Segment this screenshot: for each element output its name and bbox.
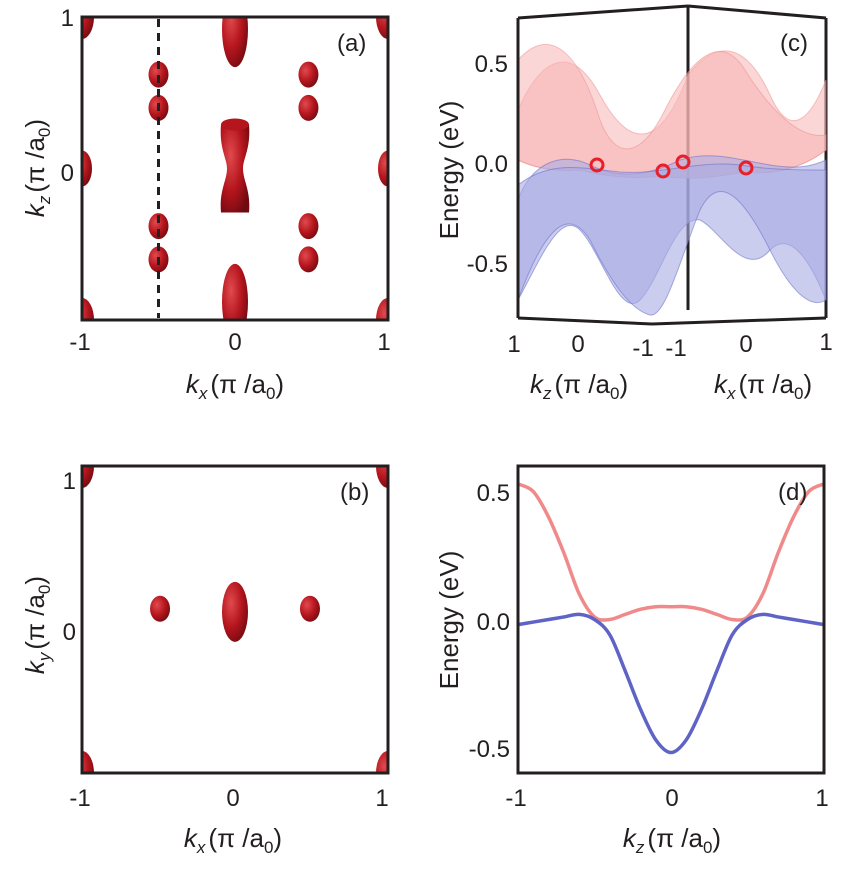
box-edge [517,316,653,326]
fermi-pocket [298,246,319,273]
panel-label: (b) [340,479,369,506]
kz-axis-label: kz (π /a0) [530,369,628,403]
y-tick-label: 1 [63,468,76,495]
fermi-pocket [220,124,250,213]
x-axis-label: kz (π /a0) [623,823,721,857]
kx-axis-label: kx (π /a0) [714,369,812,403]
fermi-pocket [222,263,248,320]
fermi-pocket [82,751,94,773]
y-axis-label: Energy (eV) [434,101,464,240]
fermi-pocket [376,17,388,39]
panel-c-plot: (c) 0.5 0.0 -0.5 1 0 -1 -1 0 1 Energy (e… [434,4,833,403]
fermi-pocket [299,595,320,622]
panel-a-plot: (a) -1 0 1 1 0 kx (π /a0) kz(π /a0) [20,5,391,403]
panel-label: (c) [780,30,808,57]
kz-tick-label: 1 [507,331,520,358]
valence-band-line [517,612,825,755]
valence-surface [517,163,827,316]
fermi-pocket [376,751,388,773]
weyl-point-marker [655,163,671,179]
kx-tick-label: 1 [819,329,832,356]
fermi-pocket [298,94,319,121]
x-tick-label: 1 [815,785,828,812]
y-tick-label: 1 [61,5,74,32]
x-tick-label: 0 [226,785,239,812]
x-tick-label: 0 [665,785,678,812]
x-tick-label: -1 [69,329,90,356]
fermi-pocket [148,61,169,88]
weyl-point-marker [589,157,605,173]
panel-label: (d) [778,479,807,506]
x-axis-label: kx (π /a0) [186,369,284,403]
panel-c: (c) 0.5 0.0 -0.5 1 0 -1 -1 0 1 Energy (e… [425,0,850,430]
y-tick-label: 0.0 [475,151,508,178]
box-edge [651,316,827,326]
y-axis-label: kz(π /a0) [20,119,54,217]
kz-tick-label: 0 [571,331,584,358]
y-axis-label: ky(π /a0) [20,576,54,674]
x-tick-label: -1 [505,785,526,812]
plot-frame [516,464,826,775]
x-tick-label: 1 [375,785,388,812]
fermi-pocket [82,298,94,320]
fermi-pocket [82,17,94,39]
fermi-pocket [298,213,319,240]
y-tick-label: 0.5 [475,51,508,78]
fermi-pocket [298,61,319,88]
fermi-pocket [221,118,249,131]
fermi-pocket [82,466,94,488]
x-axis-label: kx (π /a0) [184,823,282,857]
fermi-pocket [222,581,248,642]
conduction-band-line [517,482,825,622]
kx-tick-label: 0 [739,331,752,358]
fermi-pocket [150,595,171,622]
plot-frame [80,15,390,322]
y-tick-label: 0.0 [477,609,510,636]
x-tick-label: -1 [69,785,90,812]
panel-b-plot: (b) -1 0 1 1 0 kx (π /a0) ky(π /a0) [20,464,390,857]
box-edge [517,4,689,20]
panel-d: (d) -1 0 1 0.5 0.0 -0.5 kz (π /a0) Energy… [425,430,850,865]
fermi-pocket [82,150,92,187]
x-tick-label: 0 [228,329,241,356]
fermi-pocket [378,150,388,187]
plot-frame [80,464,390,775]
weyl-point-marker [738,160,754,176]
panel-b: (b) -1 0 1 1 0 kx (π /a0) ky(π /a0) [0,430,425,865]
y-tick-label: -0.5 [469,736,510,763]
box-edge [687,4,827,20]
fermi-pocket [148,213,169,240]
panel-a: (a) -1 0 1 1 0 kx (π /a0) kz(π /a0) [0,0,425,430]
y-tick-label: 0 [61,160,74,187]
panel-d-plot: (d) -1 0 1 0.5 0.0 -0.5 kz (π /a0) Energy… [434,464,829,857]
y-tick-label: 0 [63,619,76,646]
y-tick-label: 0.5 [477,480,510,507]
fermi-pocket [376,298,388,320]
kz-tick-label: -1 [632,335,653,362]
fermi-pocket [222,17,248,68]
weyl-point-marker [675,154,691,170]
kx-tick-label: -1 [665,335,686,362]
y-axis-label: Energy (eV) [434,551,464,690]
panel-label: (a) [337,30,366,57]
fermi-pocket [376,466,388,488]
x-tick-label: 1 [377,329,390,356]
y-tick-label: -0.5 [467,251,508,278]
